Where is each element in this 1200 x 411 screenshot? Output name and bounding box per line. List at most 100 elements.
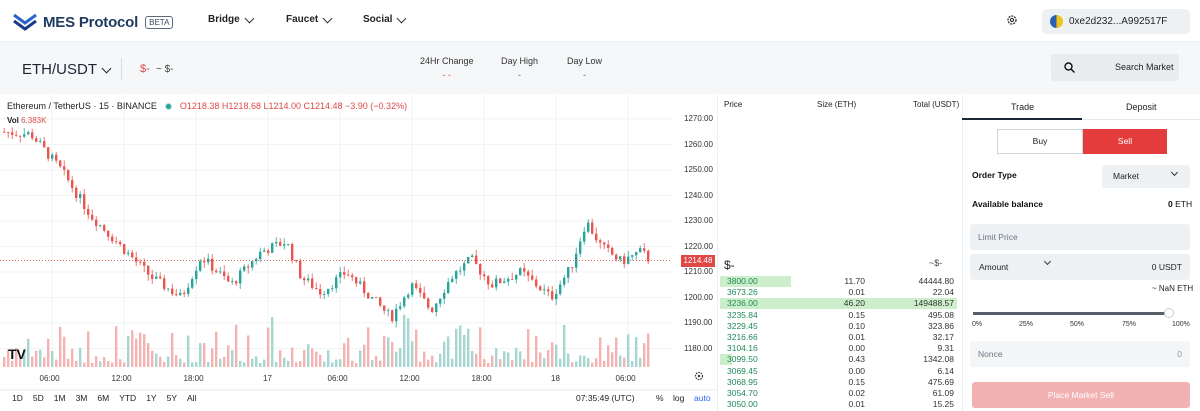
limit-price-field[interactable]: Limit Price <box>970 224 1190 250</box>
search-market-button[interactable]: Search Market <box>1051 54 1179 81</box>
volume-bar <box>87 331 90 367</box>
candle-body <box>179 292 182 296</box>
volume-bar <box>343 343 346 367</box>
tab-trade[interactable]: Trade <box>1011 102 1035 112</box>
amount-slider-handle[interactable] <box>1164 308 1174 318</box>
book-row[interactable]: 3216.66 0.01 32.17 <box>720 332 960 343</box>
book-row[interactable]: 3236.00 46.20 149488.57 <box>720 298 960 310</box>
candle-body <box>291 244 294 261</box>
place-market-sell-button[interactable]: Place Market Sell <box>972 382 1190 408</box>
timeframe-5y[interactable]: 5Y <box>166 393 177 403</box>
nonce-placeholder: Nonce <box>978 349 1003 359</box>
candle-body <box>339 272 342 278</box>
book-row[interactable]: 3069.45 0.00 6.14 <box>720 366 960 377</box>
candle-body <box>619 256 622 260</box>
book-total: 1342.08 <box>923 354 954 365</box>
volume-bar <box>123 362 126 367</box>
candle-body <box>47 147 50 159</box>
candle-body <box>239 270 242 284</box>
amount-slider-track[interactable] <box>973 312 1169 315</box>
settings-gear-icon[interactable] <box>1006 14 1018 26</box>
volume-bar <box>167 356 170 367</box>
candle-body <box>15 134 18 136</box>
timeframe-5d[interactable]: 5D <box>32 393 44 403</box>
book-row[interactable]: 3050.00 0.01 15.25 <box>720 399 960 410</box>
candle-body <box>259 251 262 260</box>
candle-body <box>71 180 74 188</box>
book-price: 3104.16 <box>727 343 758 354</box>
log-scale-toggle[interactable]: log <box>673 393 685 403</box>
book-row[interactable]: 3104.16 0.00 9.31 <box>720 343 960 354</box>
stat-label: Day High <box>501 56 539 66</box>
price-axis-label: 1220.00 <box>684 241 713 251</box>
candle-body <box>531 275 534 280</box>
candle-body <box>547 289 550 292</box>
pair-label: ETH/USDT <box>22 61 97 78</box>
volume-bar <box>519 351 522 367</box>
amount-field[interactable]: 0 USDT <box>970 254 1190 280</box>
timeframe-1m[interactable]: 1M <box>53 393 66 403</box>
price-axis-label: 1190.00 <box>684 318 713 327</box>
volume-bar <box>143 334 146 367</box>
candle-body <box>439 298 442 304</box>
nav-social[interactable]: Social <box>363 13 407 25</box>
nav-faucet[interactable]: Faucet <box>286 13 333 25</box>
nav-bridge[interactable]: Bridge <box>208 13 255 25</box>
nonce-field[interactable]: Nonce 0 <box>970 341 1190 367</box>
candle-body <box>643 248 646 251</box>
timeframe-ytd[interactable]: YTD <box>119 393 137 403</box>
chart-settings-icon[interactable] <box>694 371 704 381</box>
candle-body <box>383 305 386 311</box>
timeframe-all[interactable]: All <box>187 393 197 403</box>
book-row[interactable]: 3099.50 0.43 1342.08 <box>720 354 960 366</box>
timeframe-1y[interactable]: 1Y <box>146 393 157 403</box>
volume-bar <box>107 361 110 367</box>
timeframe-6m[interactable]: 6M <box>97 393 110 403</box>
volume-bar <box>155 353 158 367</box>
price-axis-label: 1270.00 <box>684 114 713 123</box>
pair-selector[interactable]: ETH/USDT <box>22 61 112 78</box>
volume-bar <box>551 342 554 367</box>
wallet-button[interactable]: 0xe2d232...A992517F <box>1042 9 1190 34</box>
book-row[interactable]: 3068.95 0.15 475.69 <box>720 377 960 388</box>
timeframe-1d[interactable]: 1D <box>12 393 23 403</box>
volume-bar <box>583 355 586 367</box>
candle-body <box>275 241 278 244</box>
candle-body <box>167 288 170 290</box>
book-row[interactable]: 3235.84 0.15 495.08 <box>720 310 960 321</box>
book-row[interactable]: 3054.70 0.02 61.09 <box>720 388 960 399</box>
amount-type-select[interactable]: Amount <box>979 257 1052 272</box>
stat-value: - <box>583 70 586 80</box>
logo[interactable]: MES Protocol BETA <box>12 9 174 35</box>
percent-scale-toggle[interactable]: % <box>656 393 664 403</box>
nav-bridge-label: Bridge <box>208 14 240 25</box>
volume-bar <box>199 343 202 367</box>
time-axis-label: 12:00 <box>111 374 132 383</box>
candle-body <box>371 296 374 299</box>
tab-deposit[interactable]: Deposit <box>1126 102 1157 112</box>
volume-bar <box>495 348 498 367</box>
book-row[interactable]: 3229.45 0.10 323.86 <box>720 321 960 332</box>
book-row[interactable]: 3673.26 0.01 22.04 <box>720 287 960 298</box>
timeframe-3m[interactable]: 3M <box>75 393 88 403</box>
volume-bar <box>311 348 314 367</box>
candle-body <box>11 132 14 135</box>
sell-toggle[interactable]: Sell <box>1083 129 1167 154</box>
volume-bar <box>523 359 526 367</box>
auto-scale-toggle[interactable]: auto <box>694 393 711 403</box>
candle-body <box>115 241 118 243</box>
volume-bar <box>287 360 290 367</box>
book-total: 61.09 <box>932 388 954 398</box>
candlestick-plot[interactable] <box>0 95 718 411</box>
book-row[interactable]: 3800.00 11.70 44444.80 <box>720 276 960 287</box>
stat-label: Day Low <box>567 56 603 66</box>
volume-bar <box>447 336 450 367</box>
order-type-select[interactable]: Market <box>1102 165 1190 188</box>
volume-bar <box>475 353 478 367</box>
price-chart[interactable] <box>0 95 718 411</box>
volume-bar <box>383 336 386 367</box>
candle-body <box>135 257 138 262</box>
stat-day-high: Day High - <box>501 56 538 80</box>
candle-body <box>175 294 178 296</box>
buy-toggle[interactable]: Buy <box>997 129 1083 154</box>
